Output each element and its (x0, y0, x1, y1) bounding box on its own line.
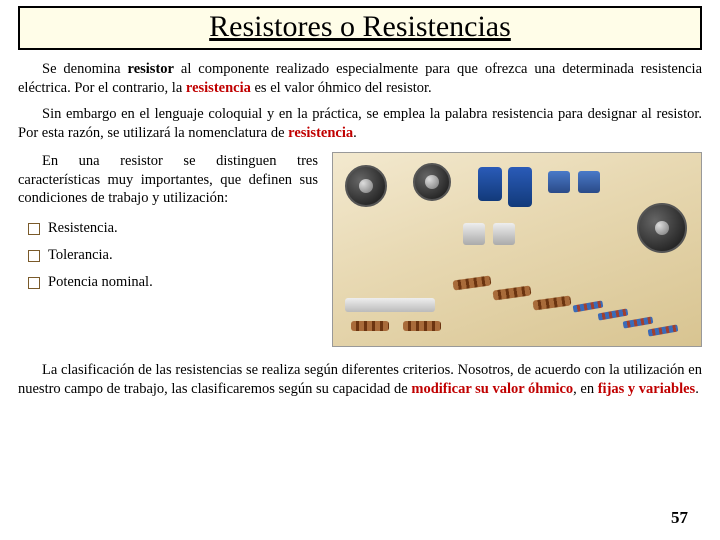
page-number: 57 (671, 508, 688, 528)
component-resistor-brown-3 (452, 276, 491, 291)
p1-red-resistencia: resistencia (186, 80, 251, 96)
middle-left-column: En una resistor se distinguen tres carac… (18, 152, 318, 301)
p1-bold-resistor: resistor (128, 61, 174, 77)
component-power-resistor (345, 298, 435, 312)
component-resistor-brown-5 (532, 296, 571, 311)
p1-text-a: Se denomina (42, 61, 128, 77)
component-capacitor-blue-1 (478, 167, 502, 201)
p4-red-fijas: fijas y variables (598, 381, 695, 397)
component-resistor-small-4 (648, 325, 679, 337)
paragraph-4: La clasificación de las resistencias se … (18, 361, 702, 398)
component-capacitor-blue-2 (508, 167, 532, 207)
title-box: Resistores o Resistencias (18, 6, 702, 50)
component-resistor-small-2 (598, 309, 629, 321)
p2-text-a: Sin embargo en el lenguaje coloquial y e… (18, 106, 702, 141)
paragraph-3: En una resistor se distinguen tres carac… (18, 152, 318, 208)
p4-red-modificar: modificar su valor óhmico (411, 381, 573, 397)
component-resistor-small-3 (623, 317, 654, 329)
bullet-tolerancia: Tolerancia. (48, 247, 318, 264)
characteristics-list: Resistencia. Tolerancia. Potencia nomina… (18, 220, 318, 291)
middle-row: En una resistor se distinguen tres carac… (18, 152, 702, 347)
component-trimmer-2 (578, 171, 600, 193)
resistors-photo (332, 152, 702, 347)
paragraph-2: Sin embargo en el lenguaje coloquial y e… (18, 105, 702, 142)
component-potentiometer-1 (345, 165, 387, 207)
component-potentiometer-3 (637, 203, 687, 253)
component-resistor-brown-4 (492, 286, 531, 301)
p1-text-e: es el valor óhmico del resistor. (251, 80, 432, 96)
paragraph-1: Se denomina resistor al componente reali… (18, 60, 702, 97)
component-potentiometer-2 (413, 163, 451, 201)
bullet-potencia: Potencia nominal. (48, 274, 318, 291)
p2-red-resistencia: resistencia (288, 125, 353, 141)
component-trimmer-1 (548, 171, 570, 193)
component-resistor-brown-1 (351, 321, 389, 331)
p4-text-e: . (695, 381, 699, 397)
page-title: Resistores o Resistencias (20, 10, 700, 44)
bullet-resistencia: Resistencia. (48, 220, 318, 237)
component-trimmer-3 (463, 223, 485, 245)
p4-text-c: , en (573, 381, 598, 397)
p2-text-c: . (353, 125, 357, 141)
component-trimmer-4 (493, 223, 515, 245)
component-resistor-brown-2 (403, 321, 441, 331)
component-resistor-small-1 (573, 301, 604, 313)
